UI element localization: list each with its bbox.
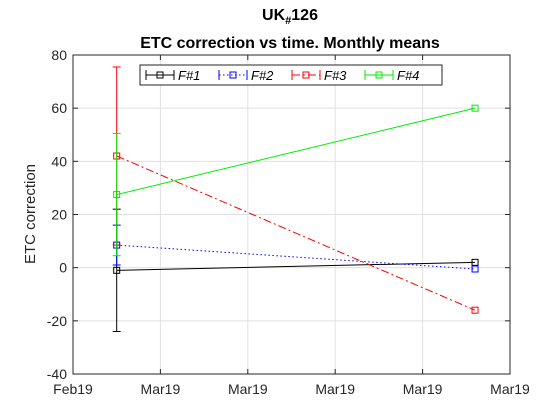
title-main: UK: [262, 7, 286, 24]
chart-title: UK#126: [262, 7, 318, 27]
legend-label: F#3: [324, 68, 347, 83]
x-tick-label: Mar19: [141, 381, 181, 397]
data-point: [471, 265, 479, 273]
legend-label: F#4: [397, 68, 419, 83]
data-point: [471, 306, 479, 314]
title-number: 126: [291, 7, 318, 24]
y-tick-label: -40: [47, 366, 67, 382]
chart-subtitle: ETC correction vs time. Monthly means: [140, 35, 440, 52]
legend-item: F#3: [291, 68, 347, 83]
y-tick-label: 60: [51, 100, 67, 116]
legend-item: F#4: [364, 68, 419, 83]
legend-item: F#2: [218, 68, 274, 83]
legend: F#1 F#2 F#3 F#4: [139, 64, 443, 86]
legend-marker: [229, 71, 237, 79]
grid: [73, 55, 510, 374]
series-line: [116, 261, 476, 271]
legend-label: F#2: [251, 68, 274, 83]
y-tick-label: 0: [59, 260, 67, 276]
y-axis-label: ETC correction: [22, 164, 39, 264]
x-tick-label: Mar19: [228, 381, 268, 397]
legend-marker: [156, 71, 164, 79]
series-layer: [112, 66, 479, 332]
ticks: -40 -20 0 20 40 60 80 Feb19 Mar19 Mar19 Mar19 Mar19…: [47, 47, 530, 397]
y-tick-label: -20: [47, 313, 67, 329]
data-point: [471, 104, 479, 112]
legend-label: F#1: [178, 68, 200, 83]
data-point: [471, 258, 479, 266]
data-point: [113, 191, 121, 199]
y-tick-label: 40: [51, 153, 67, 169]
data-point: [113, 266, 121, 274]
legend-marker: [375, 71, 383, 79]
y-tick-label: 20: [51, 207, 67, 223]
series-F4: [112, 104, 479, 257]
x-tick-label: Mar19: [490, 381, 530, 397]
title-subscript: #: [285, 15, 291, 27]
legend-box: [139, 64, 443, 86]
series-line: [116, 107, 476, 196]
y-tick-label: 80: [51, 47, 67, 63]
legend-item: F#1: [145, 68, 200, 83]
x-tick-label: Mar19: [315, 381, 355, 397]
x-tick-label: Mar19: [403, 381, 443, 397]
series-line: [116, 155, 476, 311]
x-tick-label: Feb19: [53, 381, 93, 397]
legend-marker: [302, 71, 310, 79]
